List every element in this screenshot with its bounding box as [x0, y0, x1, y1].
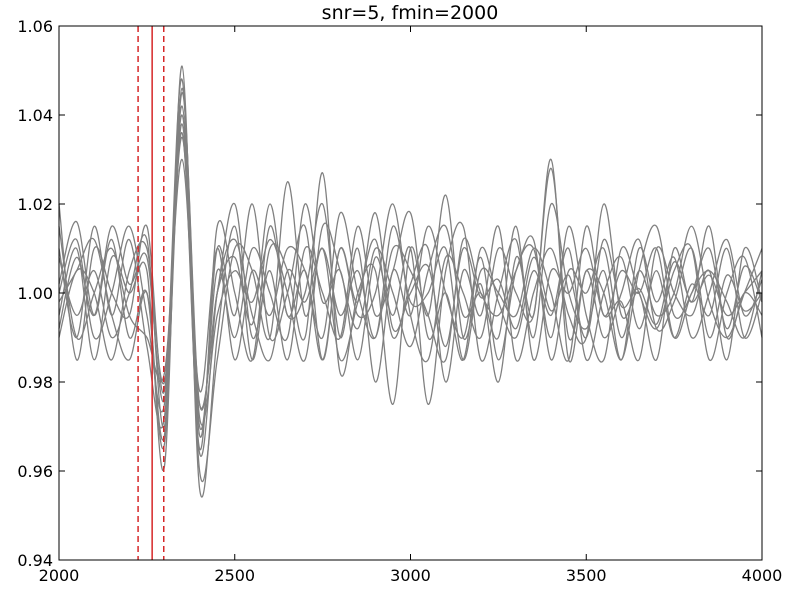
y-tick-label: 0.94: [17, 551, 53, 570]
y-tick-label: 0.96: [17, 462, 53, 481]
y-tick-label: 1.04: [17, 106, 53, 125]
x-tick-label: 3500: [566, 566, 607, 585]
x-tick-label: 3000: [390, 566, 431, 585]
series-line-10: [58, 132, 763, 457]
marker-lines: [137, 26, 165, 560]
chart-title: snr=5, fmin=2000: [322, 2, 499, 24]
x-tick-label: 4000: [742, 566, 783, 585]
y-tick-label: 1.00: [17, 284, 53, 303]
series-layer: [58, 65, 763, 498]
x-tick-label: 2000: [39, 566, 80, 585]
y-tick-label: 1.02: [17, 195, 53, 214]
x-tick-label: 2500: [214, 566, 255, 585]
y-tick-label: 1.06: [17, 17, 53, 36]
axis-ticks: 2000 2500 3000 3500 4000 0.94 0.96 0.98 1.00 1.02…: [17, 17, 782, 585]
y-tick-label: 0.98: [17, 373, 53, 392]
series-line-1: [58, 92, 763, 450]
